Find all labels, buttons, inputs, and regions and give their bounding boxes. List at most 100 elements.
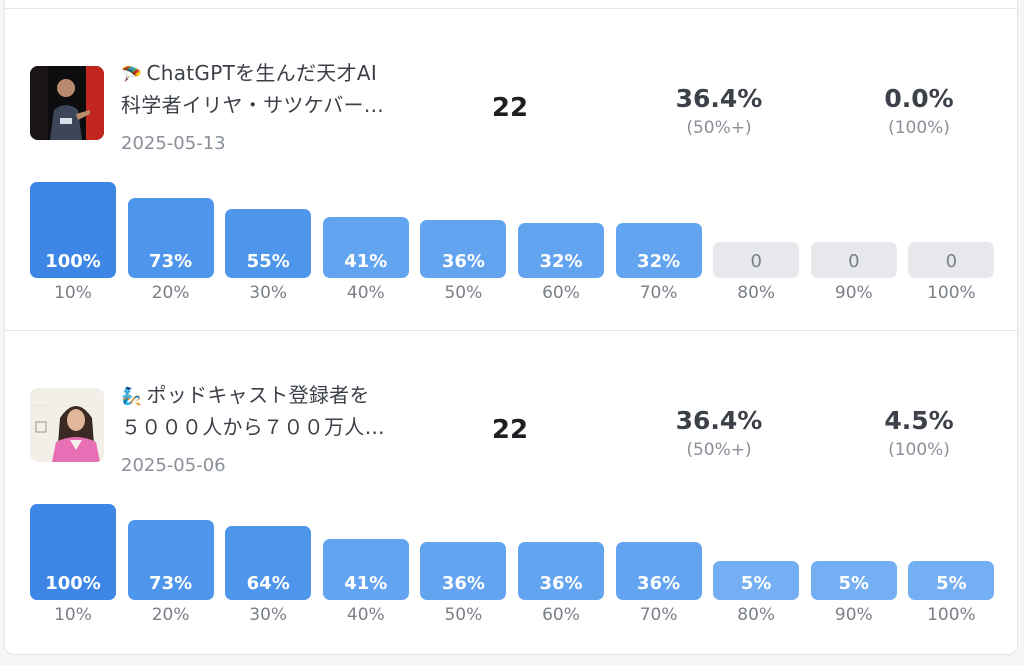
retention-bar-column[interactable]: 36% 60% [518, 489, 604, 629]
episode-thumbnail[interactable]: · · · · [30, 388, 104, 462]
title-emoji: 🪂 [121, 65, 143, 85]
retention-bar[interactable]: 32% [615, 222, 702, 278]
bar-tick-label: 90% [834, 605, 873, 625]
view-count: 22 [491, 415, 529, 445]
bar-tick-label: 80% [737, 605, 776, 625]
stat-50-plus-value: 36.4% [675, 84, 763, 113]
retention-bar[interactable]: 5% [908, 561, 995, 600]
retention-bar-column[interactable]: 73% 20% [127, 167, 214, 307]
retention-bar[interactable]: 55% [225, 209, 312, 278]
retention-bar-column[interactable]: 0 100% [908, 167, 995, 307]
retention-bar[interactable]: 41% [322, 539, 409, 600]
bar-tick-label: 40% [346, 605, 385, 625]
bar-tick-label: 20% [151, 605, 190, 625]
bar-value-label: 0 [945, 251, 958, 272]
speaker-on-stage-photo-icon [30, 66, 104, 140]
bar-value-label: 36% [441, 251, 485, 272]
bar-value-label: 41% [344, 573, 388, 594]
bar-tick-label: 100% [927, 605, 976, 625]
retention-bar[interactable]: 41% [322, 217, 409, 278]
retention-bars: 100% 10% 73% 20% 55% 30% 41% 40% 36% 50% 32% 60% 32%… [30, 167, 996, 307]
bar-value-label: 0 [750, 251, 762, 272]
bar-value-label: 36% [637, 573, 681, 594]
bar-tick-label: 70% [639, 605, 678, 625]
bar-tick-label: 80% [737, 283, 776, 303]
retention-bar[interactable]: 5% [713, 561, 800, 600]
retention-bar[interactable]: 73% [127, 198, 214, 278]
bar-value-label: 100% [45, 573, 101, 594]
retention-bar[interactable]: 36% [420, 220, 507, 278]
retention-bar[interactable]: 64% [225, 525, 312, 600]
stat-100-value: 0.0% [884, 84, 954, 113]
bar-tick-label: 100% [927, 283, 976, 303]
retention-bar[interactable]: 0 [810, 242, 897, 278]
episode-title[interactable]: 🧞 ポッドキャスト登録者を ５０００人から７００万人… [121, 380, 411, 442]
bar-value-label: 55% [246, 251, 290, 272]
bar-tick-label: 50% [444, 283, 483, 303]
retention-bars: 100% 10% 73% 20% 64% 30% 41% 40% 36% 50% 36% 60% 36%… [30, 489, 996, 629]
bar-tick-label: 60% [542, 605, 580, 625]
bar-value-label: 73% [149, 573, 193, 594]
retention-bar-column[interactable]: 32% 60% [518, 167, 604, 307]
retention-bar[interactable]: 36% [518, 542, 604, 600]
retention-bar-column[interactable]: 100% 10% [30, 167, 116, 307]
publish-date: 2025-05-06 [121, 455, 226, 476]
bar-value-label: 64% [246, 573, 290, 594]
stat-100-label: (100%) [888, 118, 950, 138]
stat-50-plus: 36.4% (50%+) [659, 405, 779, 463]
episode-card[interactable]: · · · · 🧞 ポッドキャスト登録者を ５０００人から７００万人… 2025-… [5, 330, 1017, 652]
publish-date: 2025-05-13 [121, 133, 226, 154]
title-line-1: ChatGPTを生んだ天才AI [146, 61, 378, 85]
bar-value-label: 36% [539, 573, 583, 594]
bar-value-label: 73% [149, 251, 193, 272]
retention-panel: 🪂 ChatGPTを生んだ天才AI 科学者イリヤ・サツケバー… 2025-05-1… [4, 0, 1018, 655]
retention-bar-column[interactable]: 0 90% [810, 167, 897, 307]
retention-bar[interactable]: 0 [713, 242, 800, 278]
bar-tick-label: 70% [639, 283, 678, 303]
bar-tick-label: 30% [249, 605, 288, 625]
bar-tick-label: 90% [834, 283, 873, 303]
bar-tick-label: 10% [54, 605, 92, 625]
stat-100-value: 4.5% [884, 406, 954, 435]
bar-value-label: 32% [539, 251, 583, 272]
retention-bar[interactable]: 0 [908, 242, 995, 278]
woman-in-pink-photo-icon: · · · · [30, 388, 104, 462]
retention-bar-column[interactable]: 5% 80% [713, 489, 800, 629]
bar-value-label: 32% [637, 251, 681, 272]
stat-50-plus: 36.4% (50%+) [659, 83, 779, 141]
retention-bar[interactable]: 73% [127, 520, 214, 600]
bar-value-label: 5% [936, 573, 967, 594]
retention-bar-column[interactable]: 36% 50% [420, 489, 507, 629]
retention-bar-column[interactable]: 0 80% [713, 167, 800, 307]
retention-bar[interactable]: 36% [420, 542, 507, 600]
stat-50-plus-value: 36.4% [675, 406, 763, 435]
retention-bar[interactable]: 100% [30, 504, 116, 600]
retention-bar-column[interactable]: 100% 10% [30, 489, 116, 629]
retention-bar-column[interactable]: 55% 30% [225, 167, 312, 307]
bar-value-label: 100% [45, 251, 101, 272]
retention-bar[interactable]: 32% [518, 222, 604, 278]
retention-bar-column[interactable]: 73% 20% [127, 489, 214, 629]
retention-bar-column[interactable]: 5% 90% [810, 489, 897, 629]
title-line-2: ５０００人から７００万人… [121, 415, 385, 439]
retention-bar-column[interactable]: 5% 100% [908, 489, 995, 629]
retention-bar-column[interactable]: 64% 30% [225, 489, 312, 629]
retention-bar-column[interactable]: 36% 70% [615, 489, 702, 629]
episode-thumbnail[interactable] [30, 66, 104, 140]
bar-tick-label: 10% [54, 283, 92, 303]
stat-50-plus-label: (50%+) [686, 440, 752, 460]
retention-bar-column[interactable]: 36% 50% [420, 167, 507, 307]
retention-bar[interactable]: 5% [810, 561, 897, 600]
bar-value-label: 5% [740, 573, 772, 594]
retention-bar[interactable]: 36% [615, 542, 702, 600]
retention-bar-column[interactable]: 41% 40% [322, 167, 409, 307]
retention-bar[interactable]: 100% [30, 182, 116, 278]
retention-bar-column[interactable]: 32% 70% [615, 167, 702, 307]
retention-bar-column[interactable]: 41% 40% [322, 489, 409, 629]
episode-card[interactable]: 🪂 ChatGPTを生んだ天才AI 科学者イリヤ・サツケバー… 2025-05-1… [5, 9, 1017, 330]
bar-tick-label: 40% [346, 283, 385, 303]
bar-value-label: 41% [344, 251, 388, 272]
episode-title[interactable]: 🪂 ChatGPTを生んだ天才AI 科学者イリヤ・サツケバー… [121, 58, 411, 120]
stat-100-label: (100%) [888, 440, 950, 460]
stat-100: 0.0% (100%) [859, 83, 979, 141]
